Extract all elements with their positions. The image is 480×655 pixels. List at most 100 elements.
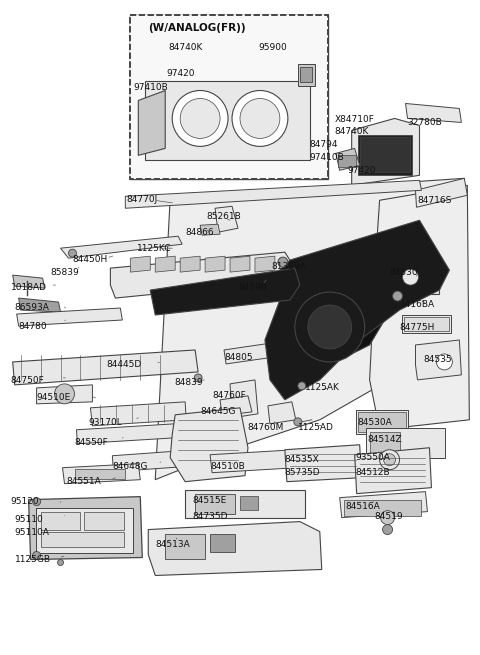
Polygon shape [200,224,220,235]
Polygon shape [76,424,176,443]
Bar [300,67,312,81]
Circle shape [384,454,396,466]
Bar [36,508,133,553]
Bar [195,494,235,514]
Text: 1018AD: 1018AD [11,283,47,292]
Text: 1125AK: 1125AK [305,383,340,392]
Bar [130,14,328,179]
Polygon shape [268,402,296,424]
Text: 84535X: 84535X [285,455,320,464]
Circle shape [383,525,393,534]
Circle shape [380,450,399,470]
Polygon shape [62,464,140,483]
Polygon shape [145,81,310,160]
Text: 84535: 84535 [423,355,452,364]
Text: 84550F: 84550F [74,438,108,447]
Bar [338,155,356,167]
Polygon shape [336,149,360,170]
Polygon shape [19,298,60,312]
Circle shape [298,382,306,390]
Text: 84514Z: 84514Z [368,435,402,444]
Polygon shape [230,380,258,418]
Text: 84648G: 84648G [112,462,148,471]
Circle shape [240,98,280,138]
Text: 84645G: 84645G [200,407,236,416]
Text: 84530A: 84530A [358,418,393,427]
Bar [130,14,328,179]
Bar [356,410,408,434]
Text: 84740K: 84740K [335,128,369,136]
Circle shape [393,291,403,301]
Circle shape [180,98,220,138]
Text: 84839: 84839 [174,378,203,387]
Polygon shape [90,402,186,426]
Text: 84519: 84519 [374,512,403,521]
Text: 84780: 84780 [19,322,47,331]
Polygon shape [355,448,432,494]
Text: 84716S: 84716S [418,196,452,205]
Text: 85735D: 85735D [285,468,321,477]
Circle shape [232,90,288,146]
Text: 95110: 95110 [15,515,43,523]
Circle shape [69,249,76,257]
Text: 84551A: 84551A [67,477,101,486]
Bar [185,490,305,517]
Polygon shape [370,185,469,430]
Bar [358,136,412,176]
Polygon shape [60,236,182,258]
Polygon shape [215,206,238,233]
Circle shape [172,90,228,146]
Text: 84750F: 84750F [11,376,45,385]
Polygon shape [150,268,300,315]
Text: 95110A: 95110A [15,527,49,536]
Text: 97410B: 97410B [310,153,345,162]
Text: 84805: 84805 [224,353,252,362]
Text: 97420: 97420 [348,166,376,176]
Text: 94510E: 94510E [36,393,71,402]
Polygon shape [340,492,428,517]
Polygon shape [155,178,468,479]
Polygon shape [224,338,310,364]
Text: 1416BA: 1416BA [399,300,435,309]
Circle shape [58,559,63,565]
Text: 97410B: 97410B [133,83,168,92]
Circle shape [403,269,419,285]
Polygon shape [220,396,252,416]
Bar [384,263,436,291]
Text: 84450H: 84450H [72,255,108,264]
Polygon shape [125,180,421,208]
Polygon shape [406,103,461,122]
Polygon shape [280,285,384,370]
Text: 84760M: 84760M [247,422,283,432]
Bar [130,14,328,179]
Polygon shape [265,220,449,400]
Bar [130,14,328,179]
Bar [382,260,439,294]
Text: 86593A: 86593A [15,303,49,312]
Bar [75,469,125,479]
Bar [41,532,124,546]
Circle shape [55,384,74,404]
Polygon shape [36,385,93,404]
Text: 93170L: 93170L [88,418,122,427]
Bar [360,138,409,172]
Text: 84775H: 84775H [399,323,435,332]
Bar [165,534,205,559]
Circle shape [436,354,452,370]
Text: 84590: 84590 [238,283,266,292]
Text: X84710F: X84710F [335,115,374,124]
Text: 84740K: 84740K [168,43,203,52]
Polygon shape [130,256,150,272]
Circle shape [381,511,395,525]
Text: 85261B: 85261B [206,212,241,221]
Text: 81389A: 81389A [271,262,306,271]
Bar [240,496,258,510]
Bar [41,512,81,530]
Text: 85839: 85839 [50,268,79,277]
Polygon shape [180,256,200,272]
Polygon shape [148,521,322,576]
Polygon shape [210,450,297,473]
Bar [130,14,328,179]
Bar [210,534,235,552]
Bar [402,315,451,333]
